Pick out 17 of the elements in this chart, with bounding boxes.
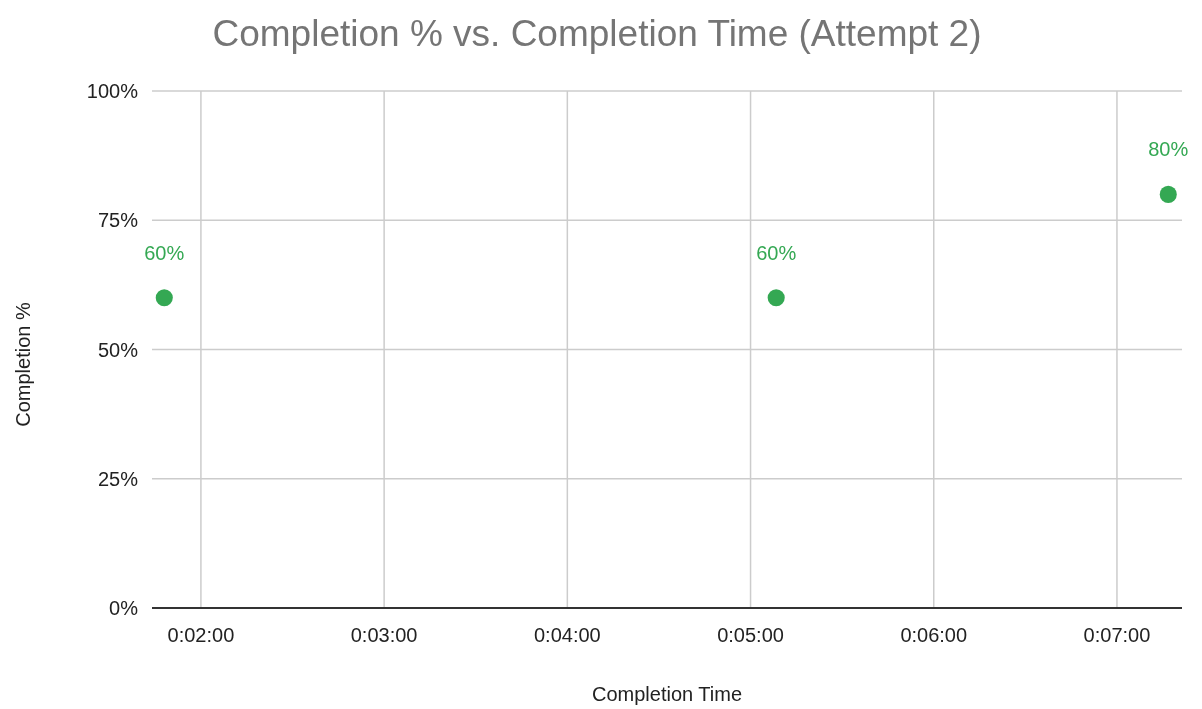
y-tick-label: 100% <box>86 80 139 102</box>
y-tick-label: 50% <box>97 338 139 361</box>
x-axis-title: Completion Time <box>591 683 743 705</box>
y-tick-label: 75% <box>97 209 139 232</box>
x-tick-label: 0:06:00 <box>900 624 968 646</box>
x-tick-label: 0:07:00 <box>1083 624 1151 646</box>
y-axis-title: Completion % <box>12 302 34 427</box>
y-tick-label: 25% <box>97 467 139 490</box>
data-label: 80% <box>1148 138 1189 161</box>
x-tick-label: 0:02:00 <box>167 624 235 646</box>
x-tick-label: 0:05:00 <box>717 624 784 646</box>
y-tick-label: 0% <box>109 597 139 619</box>
x-tick-label: 0:03:00 <box>350 624 418 646</box>
data-label: 60% <box>756 241 797 264</box>
x-tick-label: 0:04:00 <box>533 624 601 646</box>
data-label: 60% <box>144 241 185 264</box>
chart-title: Completion % vs. Completion Time (Attempt 2) <box>212 13 982 54</box>
